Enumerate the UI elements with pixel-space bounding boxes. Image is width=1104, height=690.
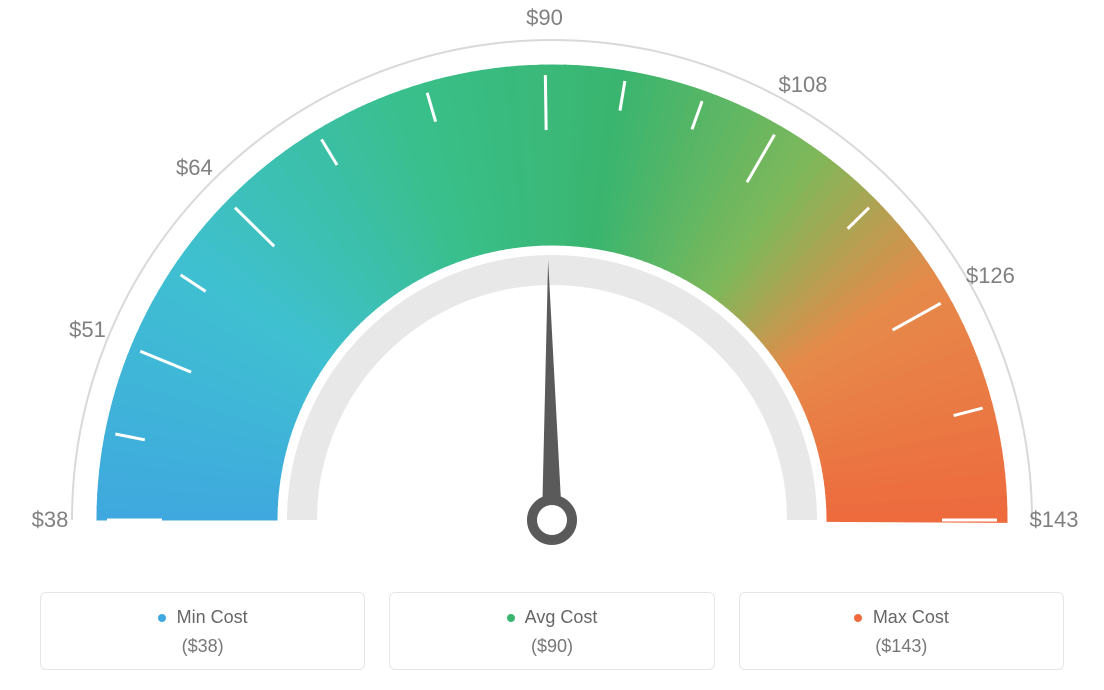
legend-card-max: Max Cost ($143) <box>739 592 1064 670</box>
legend-value-max: ($143) <box>750 636 1053 657</box>
gauge-tick-label: $64 <box>176 155 213 181</box>
legend-value-avg: ($90) <box>400 636 703 657</box>
gauge-tick-label: $126 <box>966 263 1015 289</box>
legend-card-avg: Avg Cost ($90) <box>389 592 714 670</box>
legend-label-min: Min Cost <box>177 607 248 627</box>
legend-dot-icon <box>158 614 166 622</box>
gauge-tick-label: $51 <box>69 317 106 343</box>
legend-dot-icon <box>854 614 862 622</box>
gauge-tick-label: $108 <box>779 72 828 98</box>
legend-dot-icon <box>507 614 515 622</box>
gauge-svg <box>0 0 1104 560</box>
legend-row: Min Cost ($38) Avg Cost ($90) Max Cost (… <box>40 592 1064 670</box>
legend-title-min: Min Cost <box>51 607 354 628</box>
gauge-tick-label: $38 <box>32 507 69 533</box>
gauge-tick-label: $90 <box>526 5 563 31</box>
gauge-needle <box>542 260 562 520</box>
legend-title-max: Max Cost <box>750 607 1053 628</box>
legend-title-avg: Avg Cost <box>400 607 703 628</box>
gauge-tick-label: $143 <box>1030 507 1079 533</box>
gauge-tick <box>545 75 546 130</box>
legend-value-min: ($38) <box>51 636 354 657</box>
gauge-needle-hub <box>532 500 572 540</box>
legend-label-max: Max Cost <box>873 607 949 627</box>
chart-container: $38 $51 $64 $90 $108 $126 $143 Min Cost ($38) … <box>0 0 1104 690</box>
gauge-area: $38 $51 $64 $90 $108 $126 $143 <box>0 0 1104 560</box>
legend-label-avg: Avg Cost <box>525 607 598 627</box>
legend-card-min: Min Cost ($38) <box>40 592 365 670</box>
